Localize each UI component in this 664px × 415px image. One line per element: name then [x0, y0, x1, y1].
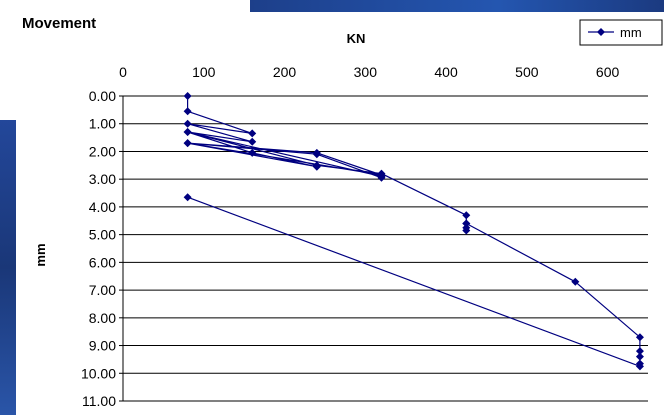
data-point-marker	[635, 362, 644, 371]
chart-area: Movement KN mm mm 0 100 200 300 400 500 600 0.…	[16, 12, 664, 415]
data-point-marker	[183, 107, 192, 116]
data-point-marker	[248, 148, 257, 157]
x-tick-label: 300	[354, 64, 378, 80]
y-tick-label: 1.00	[89, 116, 116, 132]
data-point-marker	[635, 347, 644, 356]
x-tick-label: 100	[192, 64, 216, 80]
y-tick-labels: 0.00 1.00 2.00 3.00 4.00 5.00 6.00 7.00 8.00 9.00…	[81, 88, 116, 409]
x-tick-label: 200	[273, 64, 297, 80]
data-point-marker	[248, 129, 257, 138]
y-tick-label: 11.00	[82, 393, 116, 409]
data-point-marker	[462, 219, 471, 228]
data-point-marker	[635, 352, 644, 361]
x-tick-labels: 0 100 200 300 400 500 600	[119, 64, 619, 80]
legend-diamond-icon	[597, 28, 605, 36]
series-line	[187, 96, 641, 367]
data-point-marker	[312, 161, 321, 170]
data-point-marker	[183, 139, 192, 148]
data-point-marker	[377, 169, 386, 178]
data-point-marker	[571, 277, 580, 286]
y-tick-label: 6.00	[89, 254, 116, 270]
y-tick-label: 9.00	[89, 338, 116, 354]
data-point-marker	[183, 92, 192, 100]
chart-title: Movement	[22, 15, 96, 32]
y-tick-label: 3.00	[89, 171, 116, 187]
y-tick-label: 8.00	[89, 310, 116, 326]
x-tick-label: 400	[434, 64, 458, 80]
legend-label: mm	[620, 25, 642, 40]
y-tick-label: 4.00	[89, 199, 116, 215]
data-point-marker	[462, 211, 471, 220]
legend: mm	[579, 19, 663, 46]
slide-background-top	[250, 0, 664, 12]
x-tick-label: 0	[119, 64, 127, 80]
x-axis-title: KN	[347, 31, 366, 46]
data-point-marker	[183, 193, 192, 202]
gridlines	[123, 123, 648, 402]
slide-background-left	[0, 120, 16, 415]
axes	[119, 95, 648, 402]
y-tick-label: 5.00	[89, 227, 116, 243]
line-chart: Movement KN mm mm 0 100 200 300 400 500 600 0.…	[22, 15, 663, 409]
x-tick-label: 500	[515, 64, 539, 80]
y-axis-title: mm	[33, 243, 48, 266]
y-tick-label: 10.00	[81, 365, 116, 381]
data-point-marker	[312, 150, 321, 159]
data-point-marker	[248, 137, 257, 146]
y-tick-label: 7.00	[89, 282, 116, 298]
data-point-marker	[462, 226, 471, 235]
chart-area-top	[0, 0, 250, 12]
x-tick-label: 600	[596, 64, 620, 80]
data-point-marker	[183, 119, 192, 128]
data-point-marker	[183, 128, 192, 137]
series-layer	[183, 92, 644, 371]
data-point-marker	[635, 333, 644, 342]
y-tick-label: 2.00	[89, 143, 116, 159]
y-tick-label: 0.00	[89, 88, 116, 104]
